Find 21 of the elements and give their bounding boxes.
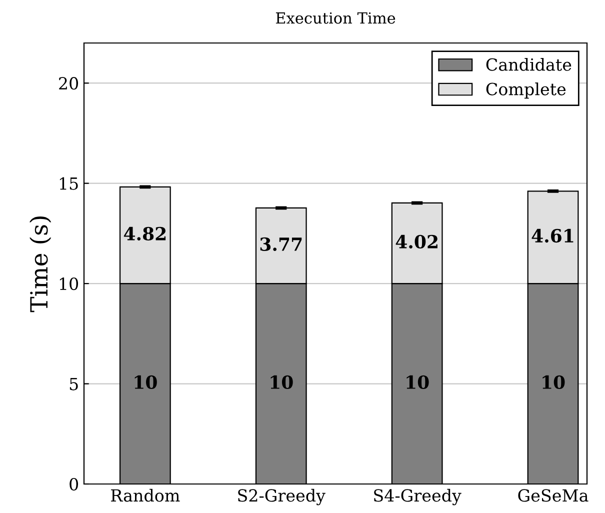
legend-label: Candidate (486, 58, 572, 71)
data-label: 10 (542, 375, 565, 390)
y-tick-label: 10 (60, 278, 78, 290)
data-label: 3.77 (260, 237, 302, 251)
legend-label: Complete (486, 82, 566, 99)
data-label: 10 (270, 375, 293, 390)
x-tick-label: Random (111, 488, 180, 502)
data-label: 10 (134, 375, 157, 390)
y-axis-title: Time (s) (30, 216, 52, 312)
x-tick-label: S2-Greedy (238, 488, 326, 506)
y-tick-label: 5 (70, 378, 78, 390)
x-tick-label: GeSeMa (518, 489, 588, 502)
x-tick-label: S4-Greedy (374, 488, 462, 506)
y-tick-label: 0 (70, 478, 78, 491)
data-label: 4.02 (396, 234, 438, 248)
data-label: 4.82 (124, 226, 166, 240)
data-label: 10 (406, 375, 429, 390)
chart-title: Execution Time (276, 12, 396, 24)
data-label: 4.61 (532, 228, 574, 243)
y-tick-label: 20 (59, 77, 78, 90)
y-tick-label: 15 (60, 177, 78, 190)
